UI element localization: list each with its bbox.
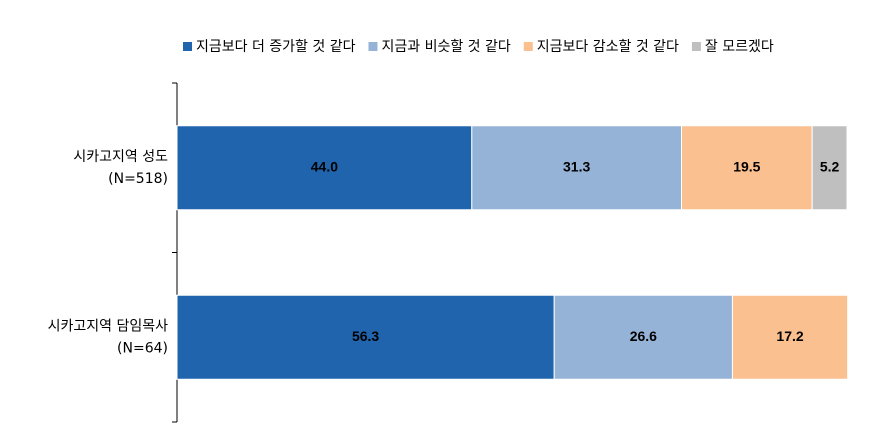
data-label: 56.3 — [352, 328, 379, 344]
category-label: (N=64) — [117, 340, 168, 356]
bar-segment — [681, 125, 813, 211]
legend-label: 지금과 비슷할 것 같다 — [381, 39, 510, 55]
legend-swatch — [691, 42, 701, 51]
category-label: (N=518) — [108, 171, 168, 187]
bar-segment — [811, 125, 848, 211]
bar-segment — [176, 294, 555, 380]
data-label: 17.2 — [776, 328, 803, 344]
category-label: 시카고지역 성도 — [73, 149, 168, 165]
legend-label: 지금보다 더 증가할 것 같다 — [196, 39, 356, 55]
bar-segment — [471, 125, 683, 211]
data-label: 5.2 — [820, 158, 840, 174]
legend-label: 지금보다 감소할 것 같다 — [537, 39, 679, 55]
data-label: 44.0 — [311, 158, 338, 174]
data-label: 26.6 — [630, 328, 657, 344]
data-label: 31.3 — [563, 158, 590, 174]
category-label: 시카고지역 담임목사 — [48, 318, 168, 334]
legend-swatch — [523, 42, 533, 51]
legend-label: 잘 모르겠다 — [705, 39, 774, 55]
bar-segment — [176, 125, 473, 211]
legend-swatch — [183, 42, 192, 51]
legend-swatch — [368, 42, 378, 51]
bar-segment — [553, 294, 733, 380]
data-label: 19.5 — [733, 158, 760, 174]
bar-segment — [731, 294, 849, 380]
